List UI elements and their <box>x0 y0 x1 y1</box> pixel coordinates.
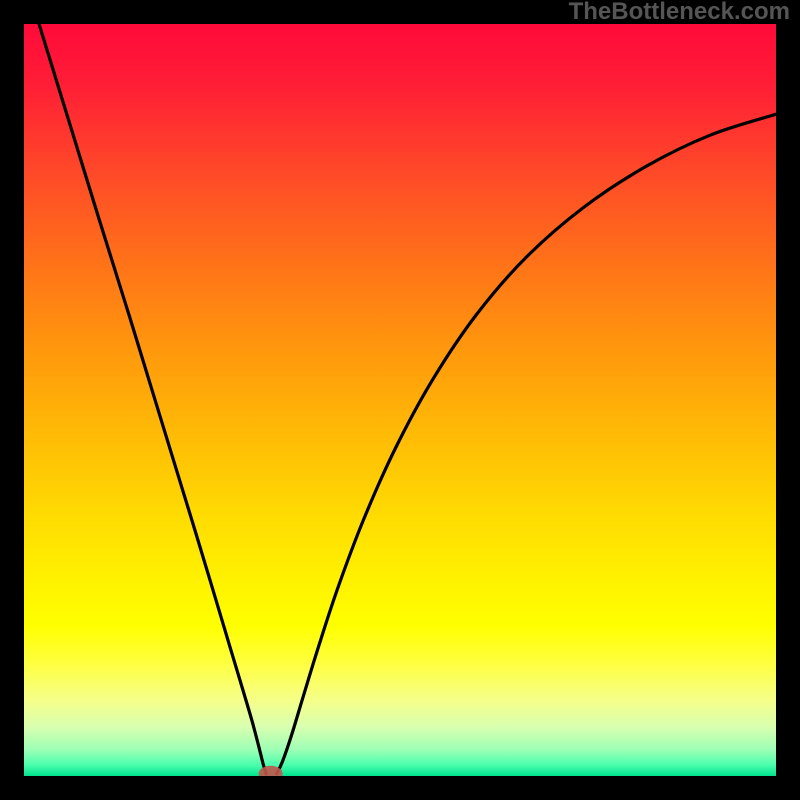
gradient-background <box>24 24 776 776</box>
watermark-text: TheBottleneck.com <box>569 0 790 26</box>
bottleneck-chart <box>24 24 776 776</box>
